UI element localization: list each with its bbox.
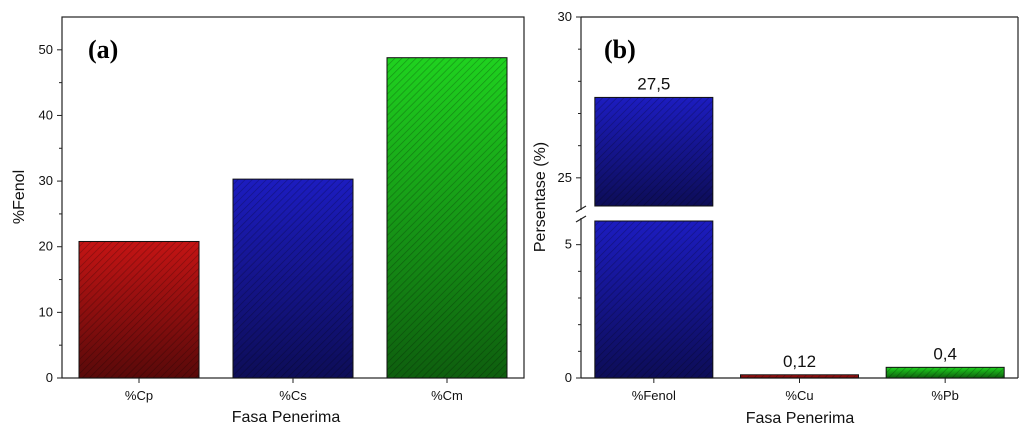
chart-b-x-axis-title: Fasa Penerima: [746, 410, 855, 426]
chart-b-panel-label: (b): [604, 35, 636, 64]
chart-a-bar-2: [386, 57, 508, 379]
chart-a-x-axis-title: Fasa Penerima: [232, 409, 341, 426]
chart-a-y-axis-title: %Fenol: [11, 170, 28, 224]
chart-b-bar-0-lower: [594, 220, 714, 379]
chart-b-bar-0-upper: [594, 96, 714, 207]
chart-b-axis-break-mark-lower: [575, 215, 587, 223]
chart-a-panel-label: (a): [88, 35, 118, 64]
chart-a-x-tick-label: %Cs: [279, 388, 307, 403]
chart-b-bar-2: [885, 366, 1005, 379]
chart-a-y-tick-label: 0: [46, 370, 53, 385]
chart-b-x-tick-label: %Fenol: [632, 388, 676, 403]
chart-a: 0 10 20 30 40 50 %Cp %Cs %Cm (a) %Fenol Fasa Pe…: [11, 16, 525, 426]
chart-a-bar-0: [78, 240, 200, 379]
chart-b-y-tick-label: 5: [565, 237, 572, 252]
chart-a-y-tick-label: 30: [39, 173, 53, 188]
chart-a-bar-1: [232, 178, 354, 379]
chart-b-data-label: 0,4: [933, 344, 957, 363]
chart-a-y-tick-label: 20: [39, 239, 53, 254]
chart-a-x-tick-label: %Cm: [431, 388, 463, 403]
chart-b-data-label: 27,5: [637, 74, 670, 93]
chart-a-x-tick-label: %Cp: [125, 388, 153, 403]
chart-b-x-tick-label: %Pb: [931, 388, 958, 403]
chart-b-x-tick-label: %Cu: [785, 388, 813, 403]
chart-b-y-axis-title: Persentase (%): [532, 142, 549, 252]
chart-a-y-tick-label: 50: [39, 42, 53, 57]
chart-b-bar-1: [740, 374, 859, 379]
chart-b-bar-0: [594, 96, 714, 379]
chart-b-y-tick-label: 30: [558, 9, 572, 24]
chart-b: 0 5 25 30 %Fenol %Cu %Pb 27,5 0,12 0,4 (b) Pers…: [532, 9, 1019, 426]
chart-a-y-tick-label: 10: [39, 304, 53, 319]
chart-a-y-tick-label: 40: [39, 107, 53, 122]
chart-b-data-label: 0,12: [783, 352, 816, 371]
chart-b-y-tick-label: 0: [565, 370, 572, 385]
chart-b-y-tick-label: 25: [558, 170, 572, 185]
chart-b-axis-break-mark-upper: [575, 205, 587, 213]
